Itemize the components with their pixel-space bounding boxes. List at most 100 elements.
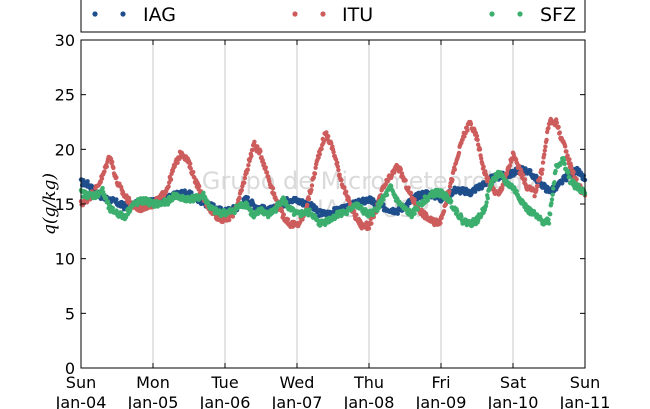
data-point: [306, 196, 312, 202]
data-point: [281, 212, 286, 217]
legend: IAG ITU SFZ: [80, 0, 586, 33]
data-point: [521, 172, 526, 177]
data-point: [110, 205, 116, 211]
data-point: [546, 217, 551, 222]
data-point: [484, 200, 489, 205]
data-point: [175, 160, 180, 165]
data-point: [335, 164, 340, 169]
x-tick-label: Jan-04: [55, 393, 107, 409]
data-point: [455, 209, 460, 214]
data-point: [309, 183, 315, 188]
data-point: [384, 192, 390, 198]
data-point: [406, 185, 411, 190]
data-point: [258, 149, 263, 154]
legend-marker: [92, 11, 98, 17]
data-point: [523, 166, 528, 171]
data-point: [563, 144, 568, 149]
data-point: [305, 202, 310, 208]
data-point: [300, 217, 305, 222]
data-point: [366, 226, 372, 231]
data-point: [326, 134, 331, 139]
data-point: [564, 178, 569, 183]
legend-item-iag: IAG: [92, 4, 176, 26]
data-point: [403, 178, 408, 183]
legend-marker: [292, 11, 298, 17]
data-point: [546, 125, 551, 131]
series-layer: [78, 116, 588, 232]
data-point: [528, 168, 533, 173]
data-point: [483, 203, 489, 208]
legend-marker: [489, 11, 495, 17]
data-point: [260, 158, 265, 163]
data-point: [571, 169, 576, 175]
data-point: [557, 130, 562, 135]
x-tick-label: Fri: [431, 373, 450, 392]
data-point: [550, 192, 555, 197]
data-point: [534, 187, 539, 193]
data-point: [441, 209, 447, 214]
data-point: [381, 197, 386, 202]
data-point: [452, 167, 457, 172]
data-point: [250, 147, 255, 153]
data-point: [514, 189, 519, 194]
legend-marker: [320, 11, 326, 17]
data-point: [540, 167, 545, 172]
data-point: [473, 189, 478, 194]
data-point: [566, 170, 571, 175]
data-point: [475, 137, 480, 142]
data-point: [273, 209, 279, 214]
data-point: [438, 220, 443, 226]
data-point: [569, 164, 574, 169]
data-point: [552, 180, 557, 185]
data-point: [444, 193, 450, 199]
y-tick-label: 0: [65, 359, 75, 378]
x-tick-label: Sun: [66, 373, 96, 392]
data-point: [339, 177, 344, 183]
data-point: [399, 171, 405, 176]
y-tick-label: 15: [55, 195, 75, 214]
data-point: [565, 153, 570, 158]
data-point: [476, 218, 481, 223]
data-point: [335, 160, 340, 165]
legend-marker: [517, 11, 523, 17]
x-tick-label: Wed: [280, 373, 315, 392]
data-point: [548, 212, 553, 217]
data-point: [477, 147, 483, 152]
data-point: [504, 170, 510, 176]
data-point: [206, 200, 211, 206]
data-point: [249, 153, 254, 159]
data-point: [264, 170, 270, 175]
data-point: [336, 167, 341, 173]
data-point: [285, 217, 291, 222]
data-point: [311, 175, 316, 180]
data-point: [537, 176, 543, 181]
y-axis-label: q(g/kg): [40, 173, 60, 235]
data-point: [188, 161, 193, 166]
x-tick-label: Jan-09: [415, 393, 467, 409]
data-point: [465, 128, 470, 133]
data-point: [316, 155, 321, 160]
data-point: [539, 171, 544, 176]
x-tick-label: Jan-10: [487, 393, 539, 409]
data-point: [500, 186, 505, 191]
data-point: [188, 166, 193, 171]
data-point: [543, 144, 548, 149]
legend-label: IAG: [143, 4, 176, 26]
y-tick-label: 10: [55, 250, 75, 269]
x-tick-label: Jan-05: [127, 393, 179, 409]
data-point: [456, 150, 462, 156]
series-sfz: [78, 156, 588, 229]
data-point: [313, 165, 318, 170]
data-point: [354, 212, 359, 217]
data-point: [272, 191, 277, 196]
x-tick-label: Mon: [136, 373, 170, 392]
data-point: [551, 186, 556, 191]
data-point: [201, 190, 206, 195]
data-point: [312, 171, 318, 176]
data-point: [166, 184, 171, 189]
y-tick-label: 5: [65, 304, 75, 323]
data-point: [245, 201, 250, 207]
data-point: [102, 169, 107, 174]
data-point: [111, 165, 116, 171]
